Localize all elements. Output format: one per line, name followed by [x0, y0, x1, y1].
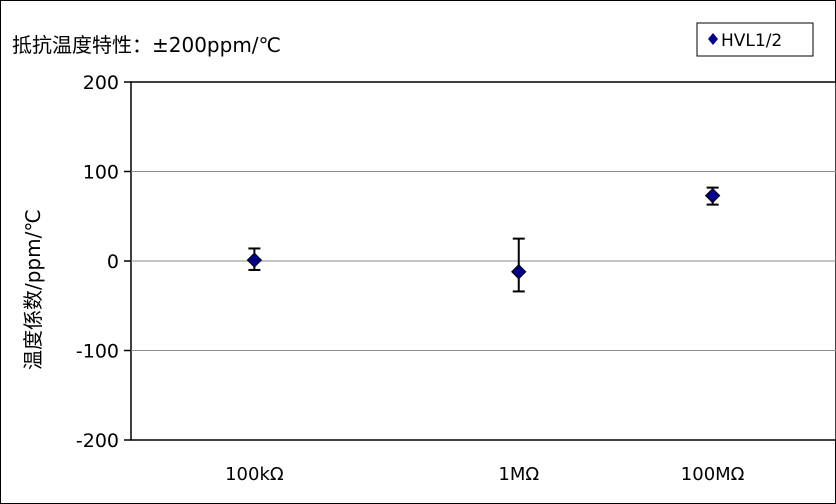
data-point [704, 186, 721, 206]
y-tick-label: -100 [76, 341, 119, 363]
diamond-marker [246, 252, 263, 268]
data-point [246, 247, 263, 271]
x-category-label: 1MΩ [498, 464, 539, 485]
y-axis-ticks [124, 81, 131, 441]
y-axis-label: 温度係数/ppm/℃ [21, 209, 45, 370]
y-tick-label: 100 [83, 162, 119, 184]
y-axis-tick-labels: 200 100 0 -100 -200 [76, 72, 119, 452]
diamond-marker [511, 264, 527, 280]
data-point [511, 237, 527, 293]
y-tick-label: 200 [83, 72, 119, 94]
legend: HVL1/2 [696, 22, 814, 57]
chart-title: 抵抗温度特性：±200ppm/℃ [12, 33, 281, 57]
x-category-label: 100MΩ [681, 464, 745, 485]
diamond-marker [704, 187, 721, 204]
x-axis-category-labels: 100kΩ 1MΩ 100MΩ [225, 464, 745, 485]
legend-diamond-icon [708, 33, 718, 45]
data-points [246, 186, 721, 293]
legend-entry: HVL1/2 [721, 31, 782, 51]
y-tick-label: -200 [76, 430, 119, 452]
x-category-label: 100kΩ [225, 464, 284, 485]
y-tick-label: 0 [107, 251, 119, 273]
